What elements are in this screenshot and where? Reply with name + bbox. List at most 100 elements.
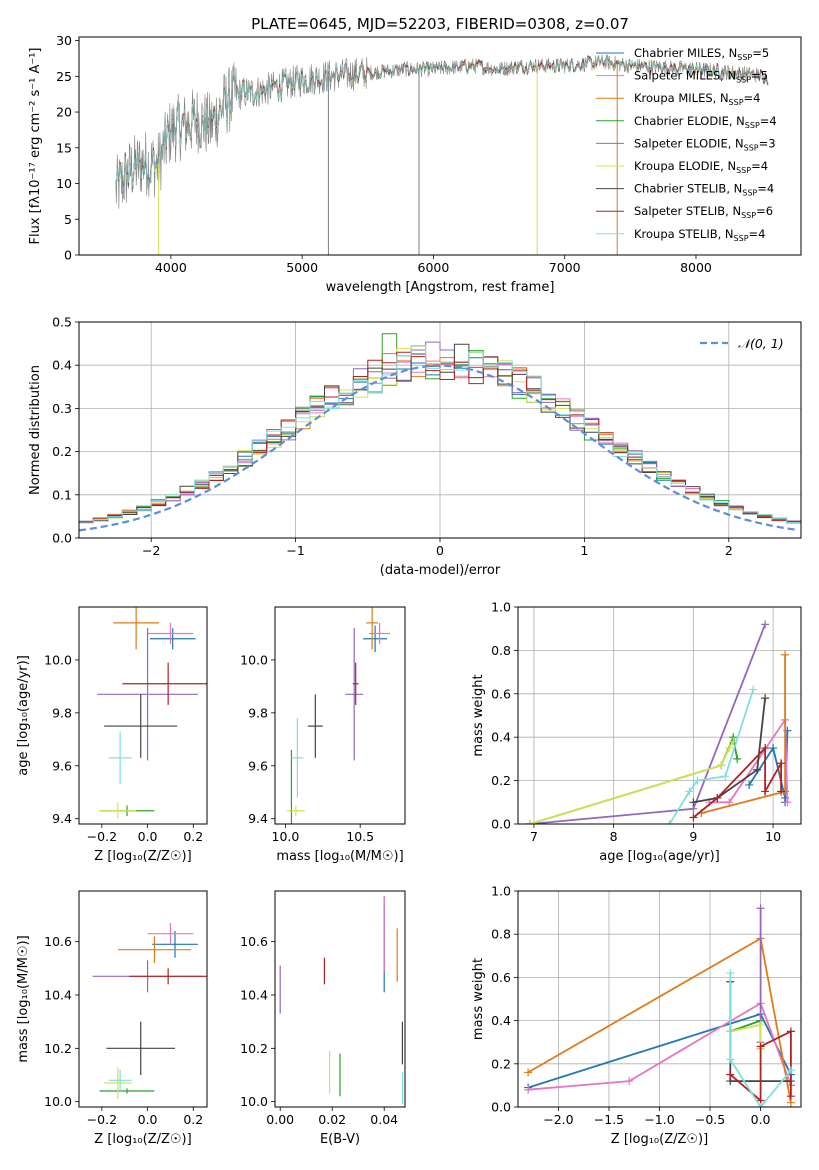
- plot-area: [286, 607, 391, 824]
- y-tick-label: 10.0: [240, 652, 268, 667]
- axes-frame: [78, 890, 208, 1108]
- x-tick-label: −2.0: [543, 1112, 573, 1127]
- x-tick-label: 5000: [286, 260, 318, 275]
- y-tick-label: 0.4: [491, 730, 511, 745]
- panel-mass_vs_EBV: 0.00 0.02 0.04 10.0 10.2 10.4 10.6 E(B-V): [240, 890, 406, 1147]
- x-tick-label: 0.0: [751, 1112, 771, 1127]
- weight-marker: [693, 776, 702, 785]
- legend-text: Kroupa STELIB, N: [634, 227, 734, 241]
- y-tick-label: 0.8: [491, 643, 511, 658]
- legend-entry: 𝒩(0, 1): [738, 336, 784, 351]
- y-tick-label: 0.8: [491, 927, 511, 942]
- weight-marker: [524, 1085, 533, 1094]
- legend-suffix: =4: [760, 114, 777, 128]
- weight-marker: [756, 1020, 765, 1029]
- weight-marker: [786, 1066, 795, 1075]
- x-tick-label: −1: [286, 543, 304, 558]
- y-tick-label: 0.6: [491, 686, 511, 701]
- legend-subscript: SSP: [737, 53, 752, 62]
- panel-spectrum: 4000 5000 6000 7000 8000 0 5 10 15 20 25 30 waveleng…: [28, 33, 802, 295]
- weight-marker: [769, 744, 778, 753]
- x-tick-label: 0.0: [138, 1112, 158, 1127]
- weight-line: [729, 973, 792, 1107]
- y-tick-label: 0.4: [52, 358, 72, 373]
- y-tick-label: 1.0: [491, 884, 511, 899]
- x-tick-label: 0: [436, 543, 444, 558]
- y-axis-label: Normed distribution: [28, 365, 43, 495]
- x-tick-label: 0.02: [318, 1112, 346, 1127]
- weight-marker: [725, 798, 734, 807]
- x-tick-label: −0.5: [695, 1112, 725, 1127]
- axes-frame: [274, 606, 406, 825]
- y-tick-label: 10.4: [44, 988, 72, 1003]
- legend-suffix: =6: [756, 204, 773, 218]
- x-axis-label: (data-model)/error: [380, 563, 501, 578]
- y-tick-label: 10.6: [44, 934, 72, 949]
- x-tick-label: 0.2: [183, 829, 203, 844]
- y-axis-label: mass weight: [471, 958, 486, 1040]
- y-tick-label: 9.8: [52, 705, 72, 720]
- legend-text: Chabrier STELIB, N: [634, 182, 742, 196]
- plot-area: [279, 896, 403, 1105]
- weight-line: [528, 1001, 792, 1091]
- legend-suffix: =3: [759, 136, 776, 150]
- legend-text: Kroupa ELODIE, N: [634, 159, 736, 173]
- x-tick-label: −0.2: [87, 1112, 117, 1127]
- weight-line: [709, 716, 789, 804]
- x-tick-label: 7: [530, 829, 538, 844]
- axes-frame: [78, 606, 208, 825]
- x-axis-label: age [log₁₀(age/yr)]: [599, 849, 720, 864]
- weight-marker: [713, 793, 722, 802]
- y-tick-label: 0.6: [491, 970, 511, 985]
- plot-area: [525, 620, 792, 824]
- y-tick-label: 0.3: [52, 401, 72, 416]
- weight-marker: [777, 787, 786, 796]
- legend-subscript: SSP: [742, 189, 757, 198]
- weight-marker: [524, 1068, 533, 1077]
- weight-marker: [781, 650, 790, 659]
- legend-text: Chabrier MILES, N: [634, 46, 737, 60]
- plot-area: [97, 607, 207, 819]
- y-tick-label: 5: [64, 212, 72, 227]
- legend-subscript: SSP: [734, 234, 749, 243]
- weight-line: [692, 745, 782, 819]
- x-tick-label: 10: [765, 829, 781, 844]
- legend-suffix: =4: [744, 91, 761, 105]
- y-tick-label: 1.0: [491, 600, 511, 615]
- plot-area: [524, 904, 795, 1107]
- legend-subscript: SSP: [736, 166, 751, 175]
- gaussian-curve: [79, 364, 799, 532]
- x-axis-label: E(B-V): [320, 1132, 360, 1147]
- weight-marker: [753, 765, 762, 774]
- x-tick-label: 8000: [680, 260, 712, 275]
- weight-marker: [733, 754, 742, 763]
- x-tick-label: 9: [689, 829, 697, 844]
- y-tick-label: 0.2: [491, 1056, 511, 1071]
- y-tick-label: 0.1: [52, 487, 72, 502]
- weight-marker: [783, 798, 792, 807]
- legend-text: Salpeter STELIB, N: [634, 204, 741, 218]
- histogram-step: [79, 341, 801, 523]
- y-tick-label: 0.2: [491, 773, 511, 788]
- legend-text: Chabrier ELODIE, N: [634, 114, 745, 128]
- weight-marker: [625, 1077, 634, 1086]
- y-tick-label: 0: [64, 248, 72, 263]
- y-tick-label: 9.4: [248, 811, 268, 826]
- x-tick-label: 0.00: [266, 1112, 294, 1127]
- weight-marker: [721, 772, 730, 781]
- spectrum-model-line: [115, 56, 769, 192]
- weight-marker: [756, 904, 765, 913]
- x-tick-label: 8: [610, 829, 618, 844]
- weight-marker: [525, 820, 534, 824]
- x-tick-label: −1.5: [594, 1112, 624, 1127]
- y-axis-label: mass weight: [471, 674, 486, 756]
- weight-marker: [717, 761, 726, 770]
- histogram-step: [79, 345, 801, 524]
- weight-marker: [685, 787, 694, 796]
- y-axis-label: age [log₁₀(age/yr)]: [16, 655, 31, 776]
- x-axis-label: wavelength [Angstrom, rest frame]: [326, 280, 555, 295]
- y-tick-label: 10.0: [240, 1094, 268, 1109]
- legend-suffix: =4: [751, 159, 768, 173]
